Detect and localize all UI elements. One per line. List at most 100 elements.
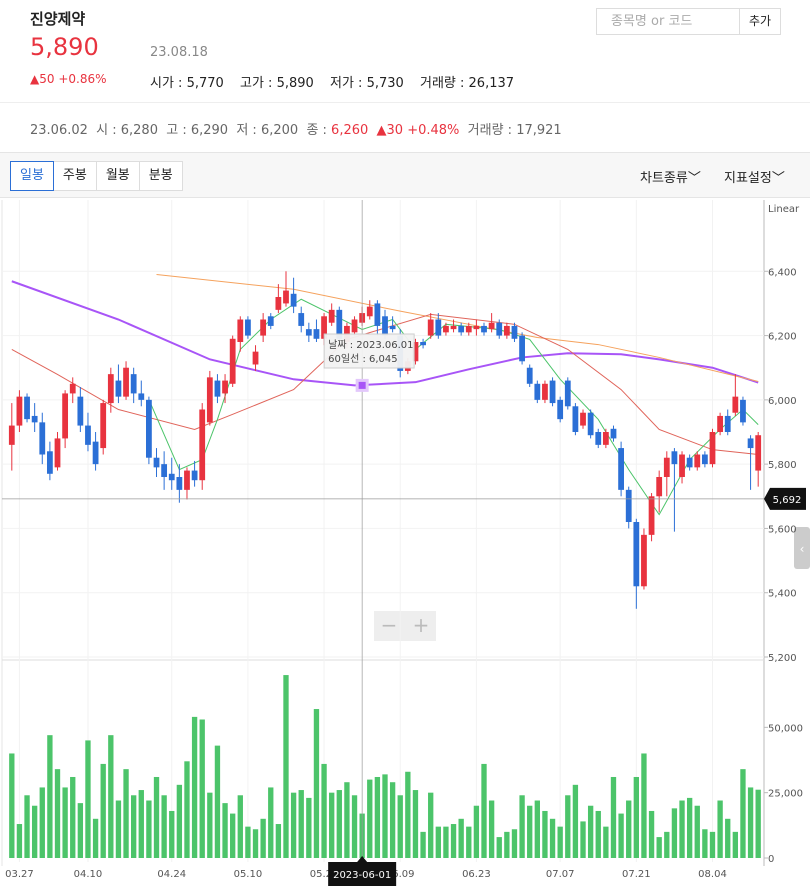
candle-body <box>39 422 46 455</box>
candle-body <box>465 325 472 333</box>
candle-body <box>260 319 267 336</box>
candle-body <box>526 367 533 384</box>
y-tick-label: 6,400 <box>768 267 797 278</box>
candle-body <box>488 322 495 330</box>
volume-bar <box>298 790 304 858</box>
candle-body <box>130 374 137 394</box>
volume-bar <box>24 795 30 858</box>
tab[interactable]: 분봉 <box>138 161 183 191</box>
candle-body <box>107 374 114 404</box>
candle-body <box>519 335 525 362</box>
candle-body <box>724 415 731 432</box>
tab[interactable]: 월봉 <box>95 161 140 191</box>
volume-bar <box>77 803 84 858</box>
volume-bar <box>694 805 700 858</box>
volume-bar <box>633 776 639 858</box>
candle-body <box>62 393 69 439</box>
summary-high: 고 : 6,290 <box>166 123 229 138</box>
volume-bar <box>450 824 457 858</box>
candle-body <box>252 351 259 365</box>
indicator[interactable]: 지표설정﹀ <box>724 171 785 186</box>
summary-close-label: 종 : <box>306 123 332 138</box>
tab[interactable]: 일봉 <box>10 161 54 191</box>
volume-bar <box>679 800 685 858</box>
volume-bar <box>671 808 678 858</box>
candle-body <box>755 435 762 471</box>
candle-body <box>679 454 685 477</box>
volume-bar <box>123 769 129 858</box>
summary-open: 시 : 6,280 <box>96 123 158 138</box>
volume-bar <box>9 753 15 858</box>
candle-body <box>161 464 168 477</box>
high: 고가 : 5,890 <box>240 76 314 91</box>
volume-bar <box>131 795 137 858</box>
volume-bar <box>115 800 122 858</box>
x-tick-label: 07.07 <box>546 869 575 880</box>
candle-body <box>481 325 487 333</box>
candle-body <box>16 396 23 426</box>
volume-bar <box>153 776 160 858</box>
volume-bar <box>542 810 548 858</box>
candle-body <box>450 325 457 330</box>
volume-bar <box>504 831 510 858</box>
volume-bar <box>199 719 205 858</box>
candle-body <box>77 396 84 426</box>
candle-body <box>648 496 655 535</box>
open: 시가 : 5,770 <box>150 76 224 91</box>
candle-body <box>138 393 145 400</box>
candle-body <box>199 409 206 481</box>
volume-bar <box>603 826 609 858</box>
volume-bar <box>626 800 632 858</box>
zoom-in[interactable]: + <box>413 613 430 637</box>
date-tag: 2023-06-01 <box>333 870 391 881</box>
candle-body <box>671 451 678 465</box>
volume-bar <box>732 831 739 858</box>
y-tick-label: 5,600 <box>768 524 797 535</box>
candle-body <box>176 477 183 490</box>
x-tick-label: 07.21 <box>622 869 651 880</box>
y-tick-label: 5,800 <box>768 460 797 471</box>
price-tag-bg <box>764 487 806 510</box>
x-tick-label: 05.25 <box>310 869 339 880</box>
add-button[interactable]: 추가 <box>739 8 781 35</box>
volume-bar <box>62 787 68 858</box>
date-tag-bg <box>328 862 397 886</box>
volume-bar <box>610 776 617 858</box>
candle-body <box>587 412 594 436</box>
candle-body <box>701 454 708 465</box>
volume-bar <box>290 792 297 858</box>
candle-body <box>473 325 480 330</box>
volume-bar <box>336 790 342 858</box>
volume-bar <box>641 753 647 858</box>
volume-bar <box>31 805 38 858</box>
candle-body <box>443 325 449 333</box>
zoom-out[interactable]: − <box>381 613 398 637</box>
volume-bar <box>557 826 563 858</box>
candle-body <box>229 338 236 384</box>
candle-body <box>100 403 107 449</box>
candle-body <box>336 309 343 339</box>
candle-body <box>69 383 76 394</box>
volume-bar <box>740 769 746 858</box>
candle-body <box>564 380 571 407</box>
volume-bar <box>374 776 381 858</box>
candle-body <box>641 534 647 587</box>
focus-point <box>355 378 369 392</box>
tabs: 일봉 주봉 월봉 분봉 <box>10 161 183 191</box>
candle-body <box>420 342 426 346</box>
candle-body <box>321 316 327 339</box>
side-toggle[interactable] <box>794 527 810 569</box>
candle-body <box>184 470 190 490</box>
volume-bar <box>184 761 190 858</box>
volume-bar <box>230 813 236 858</box>
chart-type[interactable]: 차트종류﹀ <box>640 171 701 186</box>
volume-bar <box>466 826 472 858</box>
candle-body <box>85 425 91 445</box>
zoom-control[interactable] <box>374 611 436 641</box>
volume-bar <box>755 789 761 858</box>
volume-bar <box>428 792 434 858</box>
tooltip-bg <box>323 333 415 369</box>
volume-bar <box>161 795 167 858</box>
tab[interactable]: 주봉 <box>52 161 97 191</box>
volume-bar <box>344 782 350 858</box>
